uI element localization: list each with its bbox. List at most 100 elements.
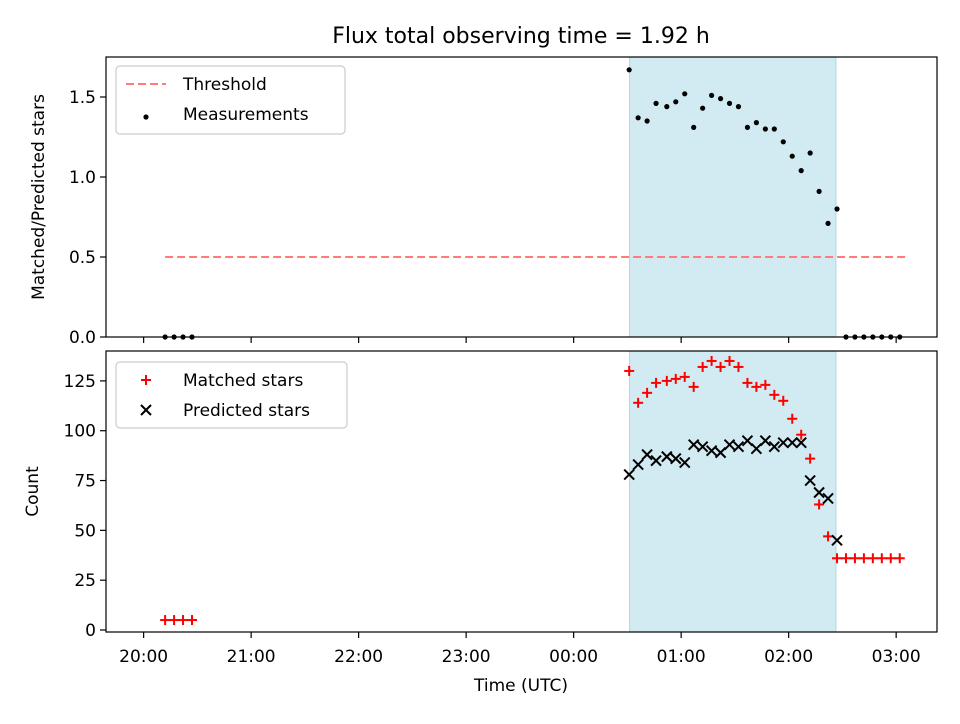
- y-tick-label: 100: [64, 422, 96, 442]
- measurement-point: [834, 206, 840, 212]
- predicted-star-point: [714, 446, 727, 459]
- x-axis-label: Time (UTC): [473, 676, 568, 696]
- predicted-star-point: [831, 534, 843, 547]
- matched-star-point: [160, 615, 171, 626]
- matched-star-point: [715, 361, 726, 372]
- predicted-star-point: [804, 474, 816, 487]
- predicted-mark-b: [632, 458, 644, 471]
- y-tick-label: 0.0: [69, 328, 96, 348]
- measurement-point: [816, 188, 822, 194]
- matched-star-point: [894, 553, 905, 564]
- predicted-mark-b: [650, 454, 662, 467]
- matched-star-point: [849, 553, 860, 564]
- measurement-point: [744, 124, 751, 130]
- y-tick-label: 0.5: [69, 248, 96, 268]
- predicted-mark-b: [750, 442, 763, 455]
- y-tick-label: 75: [74, 472, 96, 492]
- y-tick-label: 125: [64, 372, 96, 392]
- matched-star-point: [661, 375, 672, 386]
- measurement-point: [753, 120, 759, 126]
- x-tick-label: 00:00: [549, 647, 598, 667]
- matched-star-point: [832, 553, 843, 564]
- matched-star-point: [178, 615, 189, 626]
- legend-key: [140, 404, 152, 416]
- predicted-star-point: [723, 438, 736, 451]
- matched-star-point: [876, 553, 887, 564]
- matched-star-point: [733, 361, 744, 372]
- measurement-point: [789, 153, 795, 159]
- legend-label: Measurements: [183, 105, 309, 125]
- y-tick-label: 0: [85, 621, 96, 641]
- predicted-star-point: [661, 450, 673, 463]
- matched-star-point: [706, 355, 717, 366]
- predicted-star-point: [759, 434, 772, 447]
- y-tick-label: 1.5: [69, 88, 96, 108]
- predicted-star-point: [768, 440, 781, 453]
- legend-box: [115, 65, 346, 135]
- predicted-star-point: [670, 452, 682, 465]
- matched-star-point: [642, 387, 653, 398]
- top-legend: Threshold Measurements: [115, 65, 346, 135]
- x-tick-label: 02:00: [764, 647, 813, 667]
- top-plot-frame: [105, 56, 938, 338]
- matched-star-point: [169, 615, 180, 626]
- matched-star-point: [787, 413, 798, 424]
- predicted-mark-b: [777, 436, 789, 449]
- predicted-mark-b: [714, 446, 727, 459]
- measurement-point: [673, 99, 679, 105]
- legend-label: Threshold: [182, 75, 267, 95]
- matched-star-point: [187, 615, 198, 626]
- legend-dot: [143, 114, 149, 120]
- x-tick-label: 03:00: [872, 647, 921, 667]
- predicted-star-point: [632, 458, 644, 471]
- top-panel: 0.0 0.5 1.0 1.5 Matched/Predicted stars Thr…: [29, 56, 938, 348]
- predicted-star-point: [732, 440, 745, 453]
- predicted-mark-b: [687, 438, 700, 451]
- chart-title: Flux total observing time = 1.92 h: [332, 24, 710, 49]
- predicted-star-point: [650, 454, 662, 467]
- measurement-point: [691, 124, 697, 130]
- measurement-point: [682, 91, 688, 97]
- legend-label: Predicted stars: [183, 401, 310, 421]
- measurement-point: [771, 126, 777, 132]
- matched-star-point: [796, 429, 807, 440]
- y-tick-label: 1.0: [69, 168, 96, 188]
- measurement-point: [644, 118, 650, 124]
- matched-star-point: [679, 371, 690, 382]
- x-tick-label: 20:00: [119, 647, 168, 667]
- measurement-point: [798, 168, 804, 174]
- x-tick-label: 22:00: [334, 647, 383, 667]
- top-y-axis-label: Matched/Predicted stars: [29, 94, 49, 300]
- matched-star-point: [724, 355, 735, 366]
- matched-star-point: [858, 553, 869, 564]
- matched-star-point: [867, 553, 878, 564]
- observing-window: [629, 56, 837, 338]
- predicted-mark-b: [696, 440, 709, 453]
- predicted-mark-b: [786, 436, 798, 449]
- measurement-point: [825, 220, 831, 226]
- matched-star-point: [814, 499, 825, 510]
- x-tick-label: 21:00: [227, 647, 276, 667]
- predicted-star-point: [795, 436, 807, 449]
- predicted-star-point: [705, 444, 718, 457]
- bottom-legend: Matched stars Predicted stars: [115, 361, 348, 429]
- predicted-mark-b: [732, 440, 745, 453]
- y-tick-label: 25: [74, 571, 96, 591]
- predicted-star-point: [679, 456, 691, 469]
- predicted-mark-b: [741, 434, 754, 447]
- predicted-star-point: [696, 440, 709, 453]
- matched-star-point: [651, 377, 662, 388]
- matched-star-point: [778, 395, 789, 406]
- matched-star-point: [633, 397, 644, 408]
- predicted-mark-b: [804, 474, 816, 487]
- predicted-mark-b: [768, 440, 781, 453]
- bottom-panel: 0 25 50 75 100 125 20:00 21:00 22:00 23:00 00:00 0…: [23, 350, 938, 667]
- measurement-point: [709, 92, 715, 98]
- observing-window: [629, 350, 837, 633]
- predicted-mark-b: [759, 434, 772, 447]
- x-tick-label: 23:00: [442, 647, 491, 667]
- predicted-star-point: [777, 436, 789, 449]
- matched-star-point: [697, 361, 708, 372]
- predicted-mark-b: [795, 436, 807, 449]
